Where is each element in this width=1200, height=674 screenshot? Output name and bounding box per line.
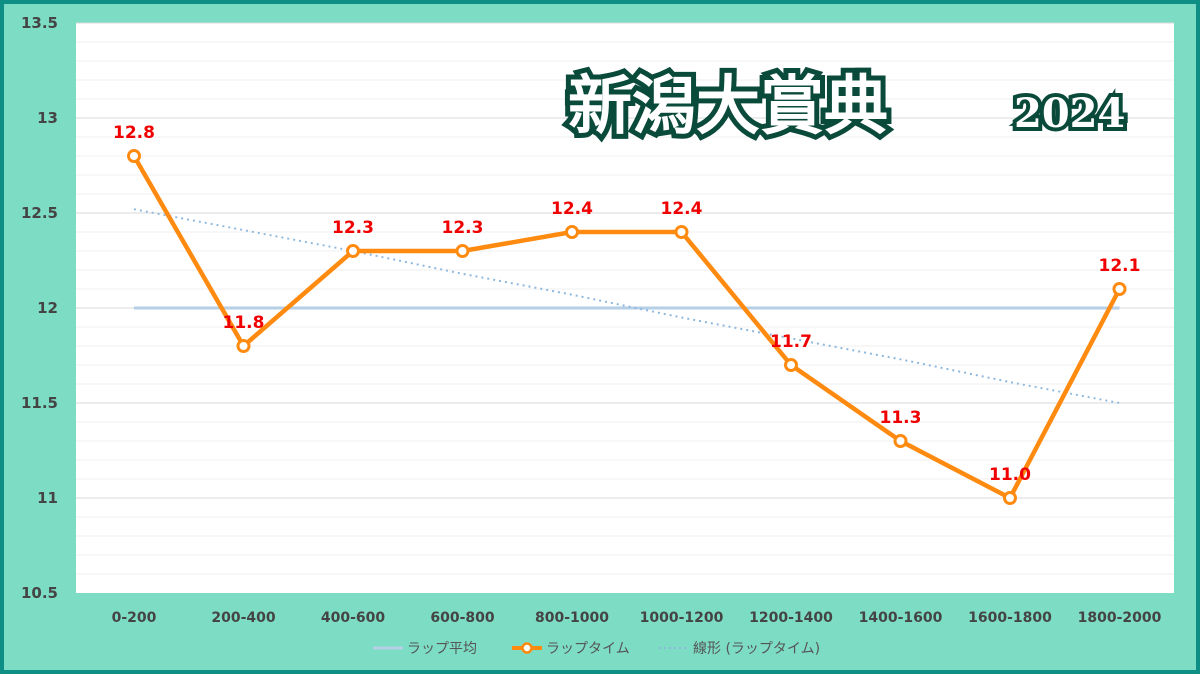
- title-year-outline: 2024: [1014, 90, 1125, 137]
- title-main-outline: 新潟大賞典: [568, 69, 888, 144]
- y-tick-label: 12.5: [21, 204, 58, 222]
- y-tick-label: 13.5: [21, 14, 58, 32]
- data-point-lap-time: [127, 149, 141, 163]
- series-line-lap-time: [132, 154, 1122, 501]
- y-tick-label: 11: [37, 489, 58, 507]
- legend-item-trend: 線形 (ラップタイム): [659, 641, 820, 657]
- legend: ラップ平均 ラップタイム 線形 (ラップタイム): [373, 641, 820, 657]
- legend-label-trend: 線形 (ラップタイム): [693, 641, 820, 657]
- data-point-lap-time: [346, 244, 360, 258]
- data-label: 11.3: [880, 408, 922, 428]
- x-tick-label: 600-800: [430, 610, 495, 626]
- title-main: 新潟大賞典: [568, 69, 888, 144]
- x-tick-label: 800-1000: [535, 610, 609, 626]
- legend-item-average: ラップ平均: [373, 641, 477, 657]
- series: [127, 149, 1127, 505]
- data-point-lap-time: [236, 339, 251, 353]
- data-label: 11.7: [770, 332, 812, 352]
- data-label: 11.8: [223, 313, 265, 333]
- data-point-lap-time: [893, 434, 908, 448]
- y-axis-ticks: 10.5 11 11.5 12 12.5 13 13.5: [21, 14, 58, 602]
- data-label: 12.3: [442, 218, 484, 238]
- data-label: 12.3: [332, 218, 374, 238]
- legend-label-average: ラップ平均: [407, 641, 477, 657]
- x-tick-label: 1800-2000: [1078, 610, 1162, 626]
- x-axis-ticks: 0-200 200-400 400-600 600-800 800-1000 1000-1…: [112, 610, 1162, 626]
- legend-marker-lap-time: [521, 642, 533, 654]
- data-point-lap-time: [1003, 491, 1017, 505]
- grid: [76, 22, 1174, 575]
- x-tick-label: 400-600: [321, 610, 386, 626]
- data-point-lap-time: [455, 244, 470, 258]
- chart-title: 新潟大賞典 新潟大賞典 2024 2024: [563, 64, 1129, 149]
- data-point-lap-time: [1112, 282, 1127, 296]
- data-point-lap-time: [674, 225, 689, 239]
- y-tick-label: 13: [37, 109, 58, 127]
- data-label: 12.8: [113, 123, 155, 143]
- x-tick-label: 0-200: [112, 610, 157, 626]
- data-point-lap-time: [565, 225, 579, 239]
- y-tick-label: 10.5: [21, 584, 58, 602]
- data-label: 12.4: [551, 199, 593, 219]
- x-tick-label: 200-400: [211, 610, 276, 626]
- x-tick-label: 1000-1200: [640, 610, 724, 626]
- data-labels: 12.8 11.8 12.3 12.3 12.4 12.4 11.7 11.3 11.0 12.1: [113, 123, 1140, 485]
- y-tick-label: 12: [37, 299, 58, 317]
- data-label: 12.1: [1099, 256, 1141, 276]
- legend-item-lap-time: ラップタイム: [512, 641, 630, 657]
- legend-label-lap-time: ラップタイム: [546, 641, 630, 657]
- data-point-lap-time: [784, 358, 798, 372]
- data-label: 11.0: [989, 465, 1031, 485]
- x-tick-label: 1200-1400: [749, 610, 833, 626]
- data-label: 12.4: [661, 199, 703, 219]
- x-tick-label: 1400-1600: [859, 610, 943, 626]
- y-tick-label: 11.5: [21, 394, 58, 412]
- title-year: 2024: [1014, 90, 1125, 137]
- x-tick-label: 1600-1800: [968, 610, 1052, 626]
